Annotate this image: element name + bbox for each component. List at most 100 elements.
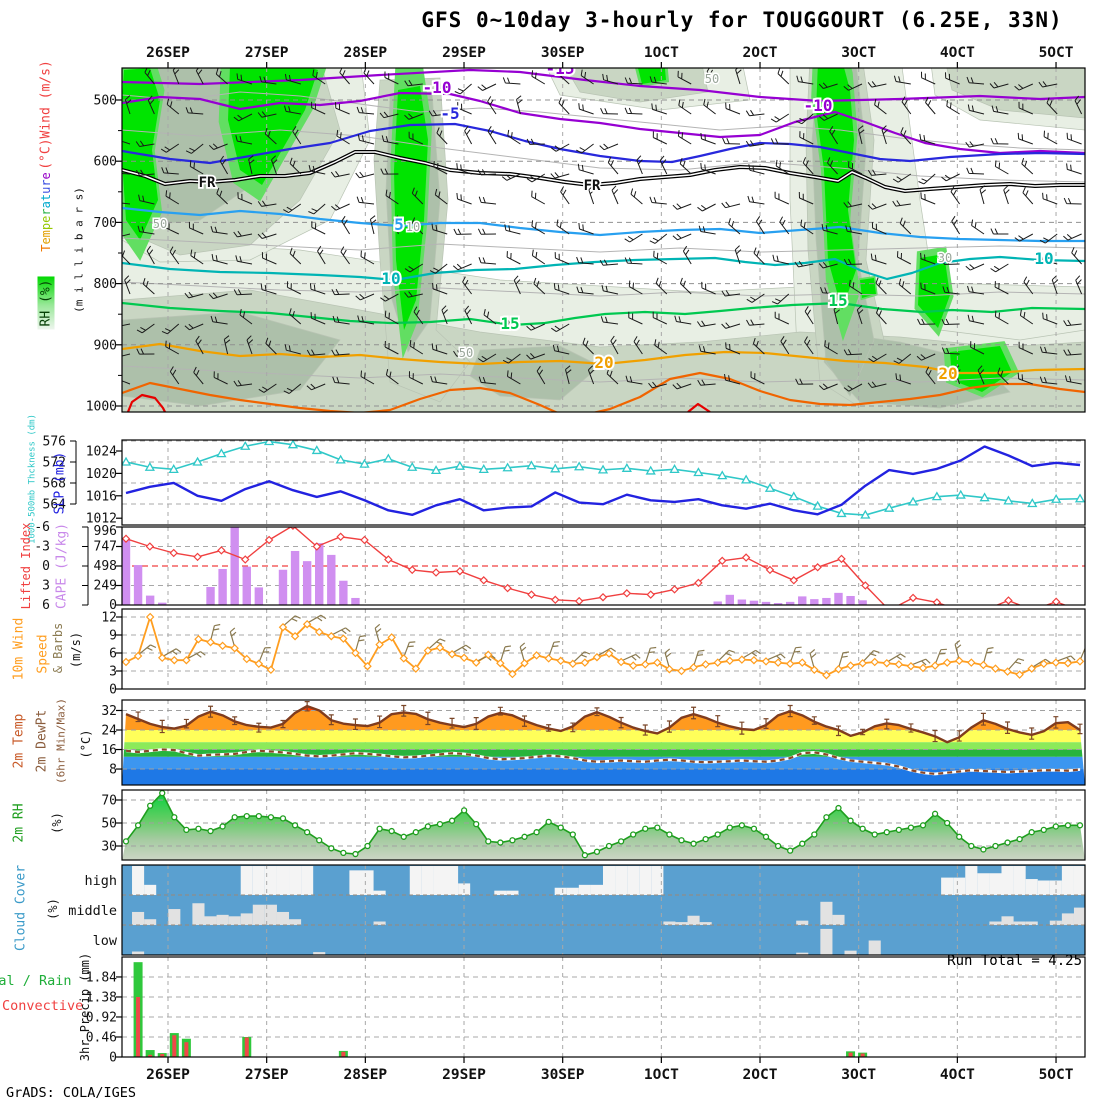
svg-text:30: 30 bbox=[101, 840, 117, 855]
run-total-text: Run Total = 4.25 bbox=[947, 953, 1082, 969]
svg-text:5OCT: 5OCT bbox=[1039, 45, 1074, 61]
svg-text:-3: -3 bbox=[34, 540, 50, 555]
rh2m-units-label: (%) bbox=[50, 812, 64, 834]
svg-text:900: 900 bbox=[94, 338, 117, 353]
svg-text:1OCT: 1OCT bbox=[644, 1067, 679, 1083]
dewpt-axis-label: 2m DewPt bbox=[34, 709, 50, 773]
svg-text:10: 10 bbox=[406, 220, 420, 234]
svg-text:1.38: 1.38 bbox=[86, 990, 117, 1005]
svg-text:576: 576 bbox=[43, 435, 66, 450]
chart-title: GFS 0~10day 3-hourly for TOUGGOURT (6.25… bbox=[421, 8, 1063, 32]
svg-text:27SEP: 27SEP bbox=[245, 45, 289, 61]
svg-text:4OCT: 4OCT bbox=[940, 45, 975, 61]
wind10m-axis-label-2: Speed bbox=[35, 634, 51, 674]
svg-text:30SEP: 30SEP bbox=[541, 45, 585, 61]
svg-text:28SEP: 28SEP bbox=[344, 45, 388, 61]
svg-text:0: 0 bbox=[42, 559, 50, 574]
svg-text:-10: -10 bbox=[804, 96, 833, 115]
svg-text:middle: middle bbox=[68, 903, 117, 919]
svg-text:28SEP: 28SEP bbox=[344, 1067, 388, 1083]
rh2m-axis-label: 2m RH bbox=[11, 803, 27, 843]
svg-text:1012: 1012 bbox=[86, 512, 117, 527]
svg-text:-5: -5 bbox=[440, 104, 459, 123]
slp-axis-label: SLP (mb) bbox=[52, 451, 68, 515]
wind10m-axis-label-1: 10m Wind bbox=[11, 617, 27, 681]
grads-credit: GrADS: COLA/IGES bbox=[6, 1085, 137, 1100]
svg-text:FR: FR bbox=[199, 175, 216, 191]
svg-text:high: high bbox=[84, 873, 117, 889]
svg-text:-10: -10 bbox=[423, 78, 452, 97]
svg-text:2OCT: 2OCT bbox=[743, 45, 778, 61]
millibars-axis-label: (m i l l i b a r s) bbox=[72, 187, 86, 313]
svg-text:9: 9 bbox=[109, 629, 117, 644]
svg-text:564: 564 bbox=[43, 498, 67, 513]
svg-text:low: low bbox=[93, 933, 118, 949]
svg-text:20: 20 bbox=[938, 364, 957, 383]
svg-text:1024: 1024 bbox=[86, 445, 117, 460]
cloud-units-label: (%) bbox=[46, 898, 60, 920]
svg-text:24: 24 bbox=[101, 724, 117, 739]
svg-text:3: 3 bbox=[109, 665, 117, 680]
svg-text:15: 15 bbox=[828, 291, 847, 310]
cloud-axis-label: Cloud Cover bbox=[13, 864, 29, 952]
svg-text:0: 0 bbox=[109, 683, 117, 698]
svg-text:800: 800 bbox=[94, 277, 117, 292]
svg-text:1020: 1020 bbox=[86, 467, 117, 482]
svg-text:50: 50 bbox=[101, 817, 117, 832]
svg-text:-15: -15 bbox=[546, 59, 575, 78]
svg-text:4OCT: 4OCT bbox=[940, 1067, 975, 1083]
svg-text:12: 12 bbox=[101, 611, 117, 626]
svg-text:1.84: 1.84 bbox=[86, 970, 117, 985]
precip-convective-legend: Convective bbox=[2, 998, 84, 1014]
svg-text:-6: -6 bbox=[34, 520, 50, 535]
svg-text:8: 8 bbox=[109, 763, 117, 778]
svg-text:32: 32 bbox=[101, 704, 117, 719]
svg-text:15: 15 bbox=[500, 314, 519, 333]
svg-text:10: 10 bbox=[381, 269, 400, 288]
minmax-axis-label: (6hr Min/Max) bbox=[54, 697, 68, 785]
rh-axis-label: RH (%) bbox=[37, 276, 55, 330]
svg-text:3OCT: 3OCT bbox=[841, 1067, 876, 1083]
svg-text:0.46: 0.46 bbox=[86, 1030, 117, 1045]
svg-text:5OCT: 5OCT bbox=[1039, 1067, 1074, 1083]
lifted-index-axis-label: Lifted Index bbox=[19, 522, 33, 610]
svg-text:0: 0 bbox=[109, 598, 117, 613]
svg-text:FR: FR bbox=[584, 178, 601, 194]
temperature-axis-label: Temperature bbox=[39, 172, 53, 252]
svg-text:747: 747 bbox=[94, 540, 117, 555]
temp2m-units-label: (°C) bbox=[79, 729, 93, 759]
precip-total-legend: Total / Rain bbox=[0, 973, 72, 989]
svg-text:2OCT: 2OCT bbox=[743, 1067, 778, 1083]
svg-text:26SEP: 26SEP bbox=[146, 1067, 190, 1083]
svg-text:500: 500 bbox=[94, 94, 117, 109]
svg-text:572: 572 bbox=[43, 456, 66, 471]
svg-text:50: 50 bbox=[153, 217, 167, 231]
svg-text:70: 70 bbox=[101, 794, 117, 809]
svg-text:700: 700 bbox=[94, 216, 117, 231]
svg-text:26SEP: 26SEP bbox=[146, 45, 190, 61]
svg-text:0.92: 0.92 bbox=[86, 1010, 117, 1025]
svg-text:6: 6 bbox=[109, 647, 117, 662]
svg-text:1OCT: 1OCT bbox=[644, 45, 679, 61]
svg-text:50: 50 bbox=[705, 72, 719, 86]
svg-text:0: 0 bbox=[109, 1051, 117, 1066]
svg-text:996: 996 bbox=[94, 524, 117, 539]
svg-text:30SEP: 30SEP bbox=[541, 1067, 585, 1083]
svg-text:16: 16 bbox=[101, 743, 117, 758]
svg-text:10: 10 bbox=[1034, 249, 1053, 268]
svg-text:3OCT: 3OCT bbox=[841, 45, 876, 61]
svg-text:50: 50 bbox=[459, 346, 473, 360]
svg-text:30: 30 bbox=[938, 251, 952, 265]
wind10m-units-label: (m/s) bbox=[69, 631, 83, 669]
svg-text:1016: 1016 bbox=[86, 489, 117, 504]
rh-colorbar-chip: RH (%) bbox=[37, 276, 55, 330]
temp2m-axis-label: 2m Temp bbox=[11, 713, 27, 769]
svg-text:5: 5 bbox=[394, 215, 404, 234]
svg-text:568: 568 bbox=[43, 477, 66, 492]
svg-text:29SEP: 29SEP bbox=[442, 1067, 486, 1083]
svg-text:6: 6 bbox=[42, 598, 50, 613]
wind10m-axis-label-3: & Barbs bbox=[51, 622, 65, 674]
svg-text:3: 3 bbox=[42, 579, 50, 594]
